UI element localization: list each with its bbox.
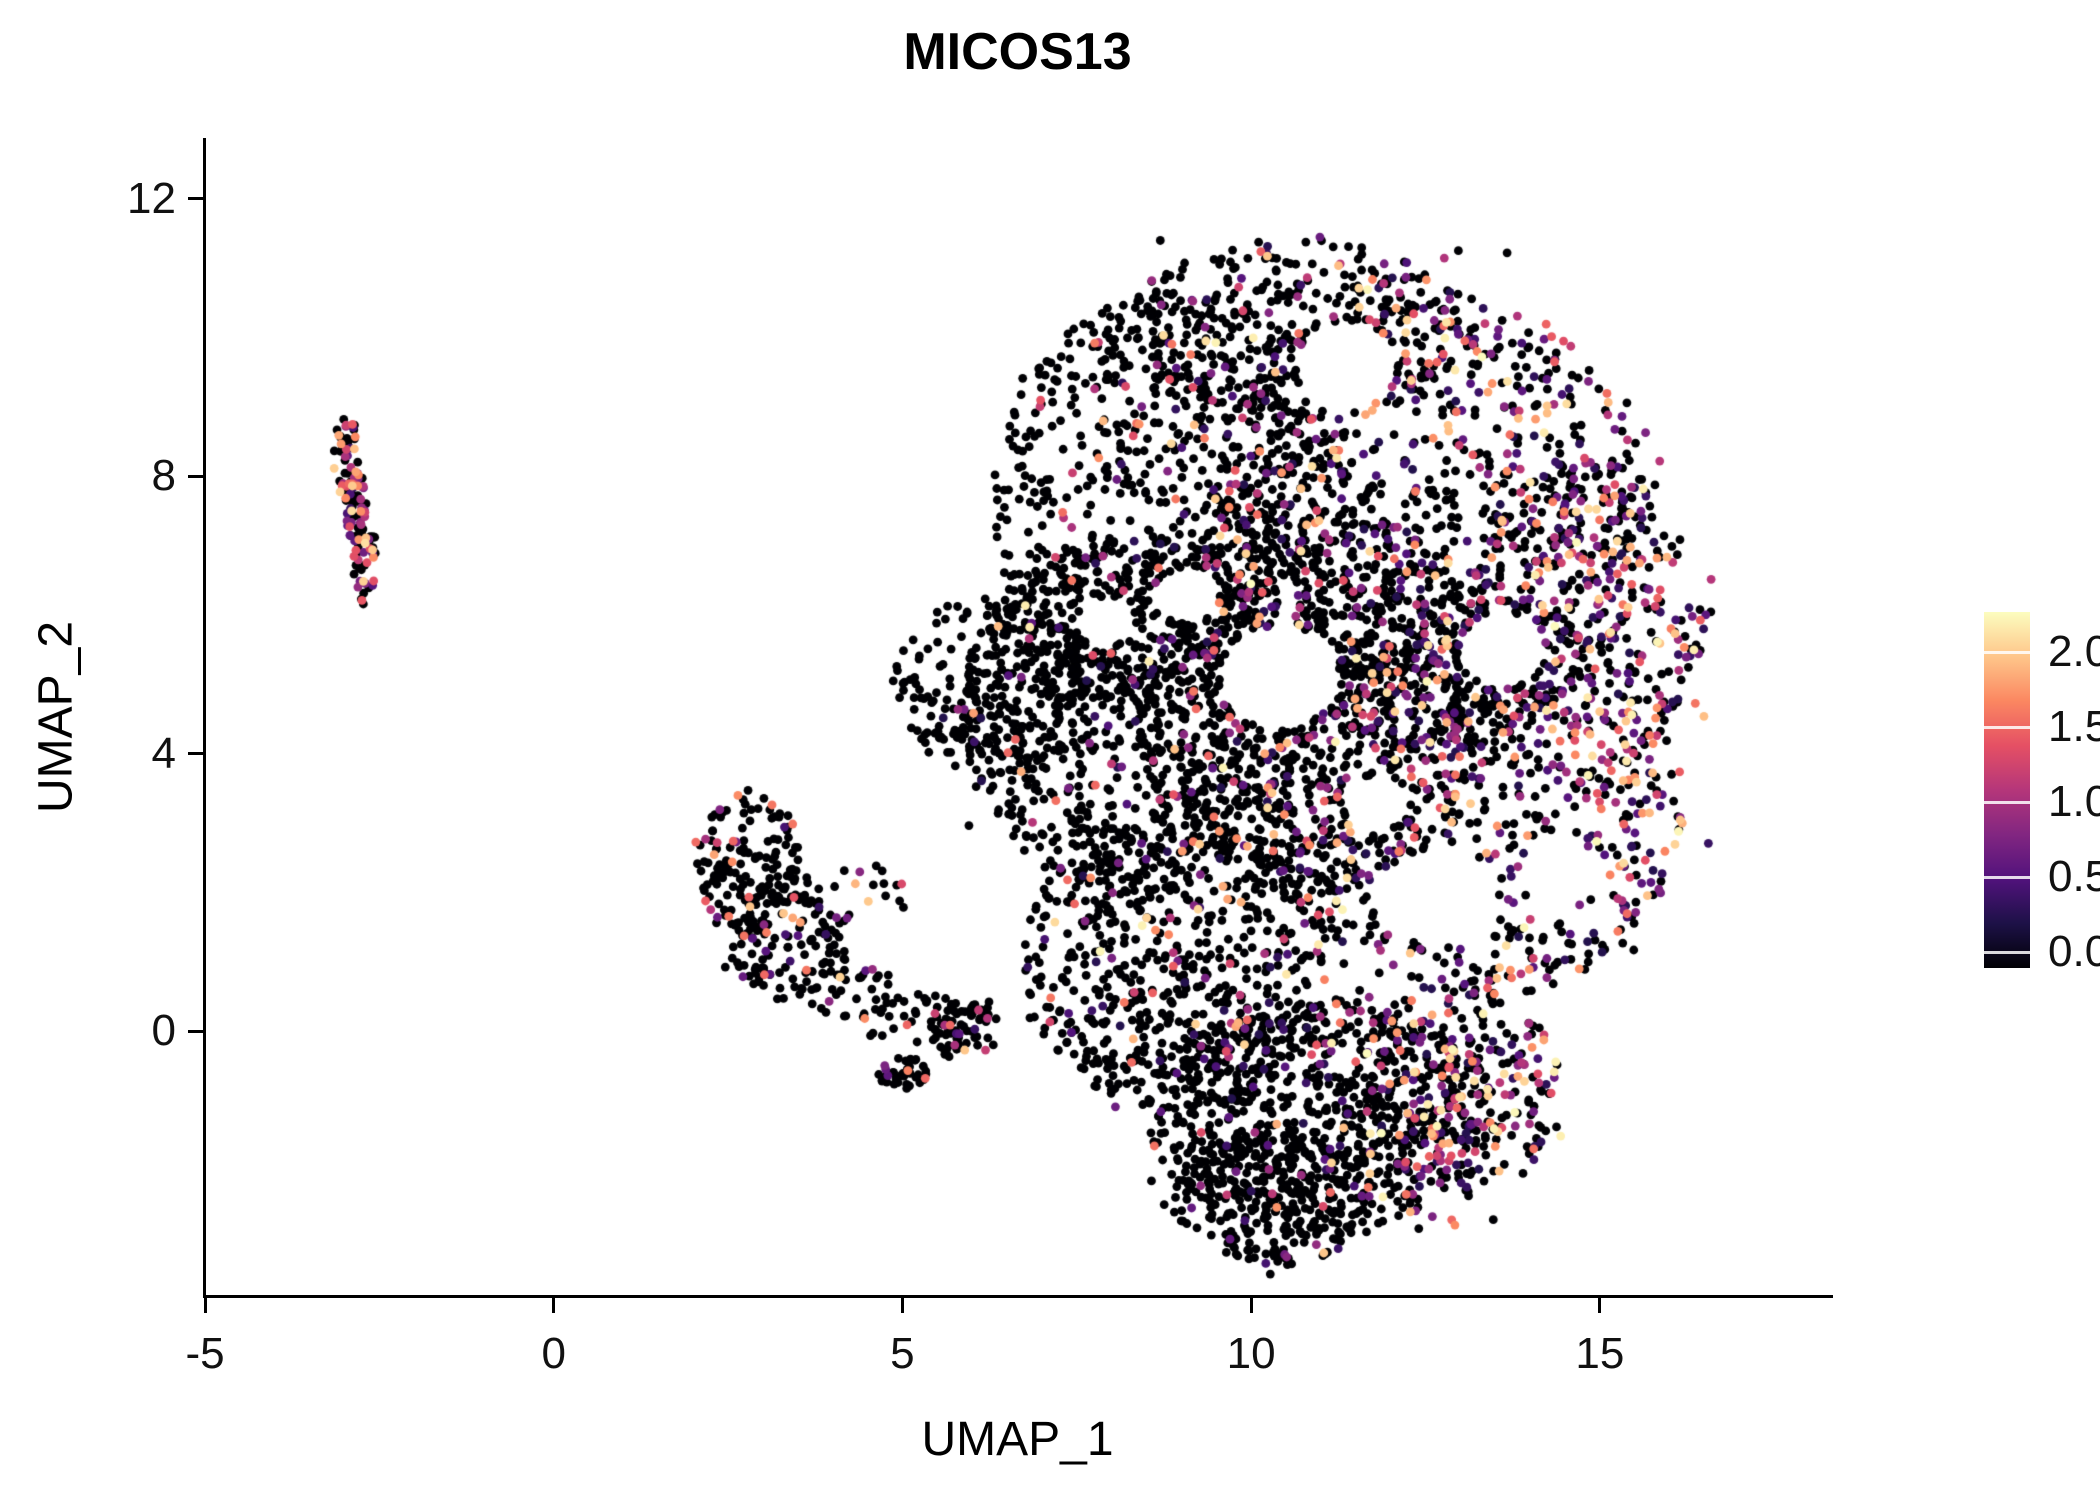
x-tick-mark [552,1298,556,1313]
y-axis-label: UMAP_2 [29,620,83,814]
x-tick-label: 10 [1226,1329,1276,1378]
plot-title: MICOS13 [903,23,1132,81]
y-tick-label: 0 [151,1006,176,1056]
x-tick-mark [1598,1298,1602,1313]
y-tick-label: 4 [151,728,176,778]
x-tick-mark [203,1298,207,1313]
colorbar-tick-mark [1984,725,2030,729]
colorbar-tick-label: 1.0 [2048,777,2100,826]
colorbar-tick-label: 0.0 [2048,927,2100,976]
y-tick-mark [188,197,203,201]
x-tick-label: 5 [890,1329,915,1378]
y-tick-label: 8 [151,451,176,501]
colorbar-tick-mark [1984,950,2030,954]
colorbar [1984,612,2030,968]
x-tick-mark [900,1298,904,1313]
x-tick-label: 0 [541,1329,566,1378]
x-axis-label: UMAP_1 [921,1413,1114,1466]
colorbar-tick-mark [1984,800,2030,804]
colorbar-tick-mark [1984,650,2030,654]
y-tick-label: 12 [127,173,176,223]
x-tick-mark [1249,1298,1253,1313]
y-tick-mark [188,1029,203,1033]
x-tick-label: -5 [185,1329,225,1378]
colorbar-tick-label: 2.0 [2048,627,2100,676]
colorbar-tick-label: 1.5 [2048,702,2100,751]
colorbar-tick-mark [1984,875,2030,879]
x-axis-line [203,1295,1833,1298]
y-tick-mark [188,752,203,756]
y-axis-line [203,138,206,1298]
x-tick-label: 15 [1575,1329,1625,1378]
colorbar-tick-label: 0.5 [2048,852,2100,901]
y-tick-mark [188,474,203,478]
